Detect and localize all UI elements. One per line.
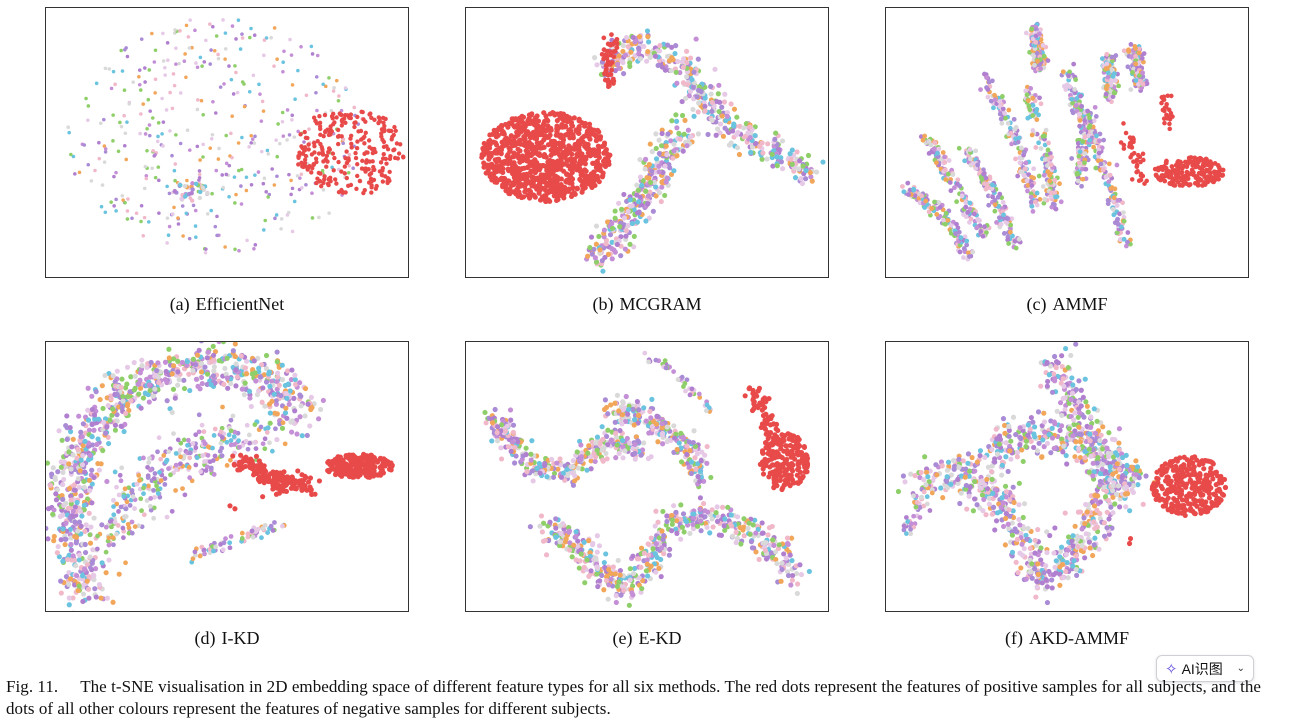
subfigure-caption-e: (e) E-KD [612,628,682,648]
subfigure-caption-c: (c) AMMF [1026,294,1108,314]
tsne-plot-a [66,18,406,255]
ai-recognize-label: AI识图 [1181,660,1223,677]
figure-caption: Fig. 11. The t-SNE visualisation in 2D em… [6,676,1290,720]
tsne-plot-c [900,21,1226,262]
panel-e-kd [465,341,829,612]
chevron-down-icon: ⌄ [1236,663,1245,674]
tsne-plot-d [46,342,395,611]
tsne-plot-b [479,28,826,274]
panel-mcgram [465,7,829,278]
subfigure-caption-d: (d) I-KD [194,628,260,648]
subfigure-caption-f: (f) AKD-AMMF [1005,628,1129,648]
subfigure-caption-a: (a) EfficientNet [169,294,285,314]
tsne-plot-f [895,342,1229,606]
panel-ammf [885,7,1249,278]
panel-akd-ammf [885,341,1249,612]
panel-i-kd [45,341,409,612]
figure-number: Fig. 11. [6,677,59,696]
tsne-plot-e [482,350,812,608]
ai-recognize-button[interactable]: ✧ AI识图 ⌄ [1156,655,1254,682]
panel-efficientnet [45,7,409,278]
subfigure-caption-b: (b) MCGRAM [592,294,702,314]
figure-caption-text: The t-SNE visualisation in 2D embedding … [6,677,1261,718]
sparkle-icon: ✧ [1165,660,1178,678]
